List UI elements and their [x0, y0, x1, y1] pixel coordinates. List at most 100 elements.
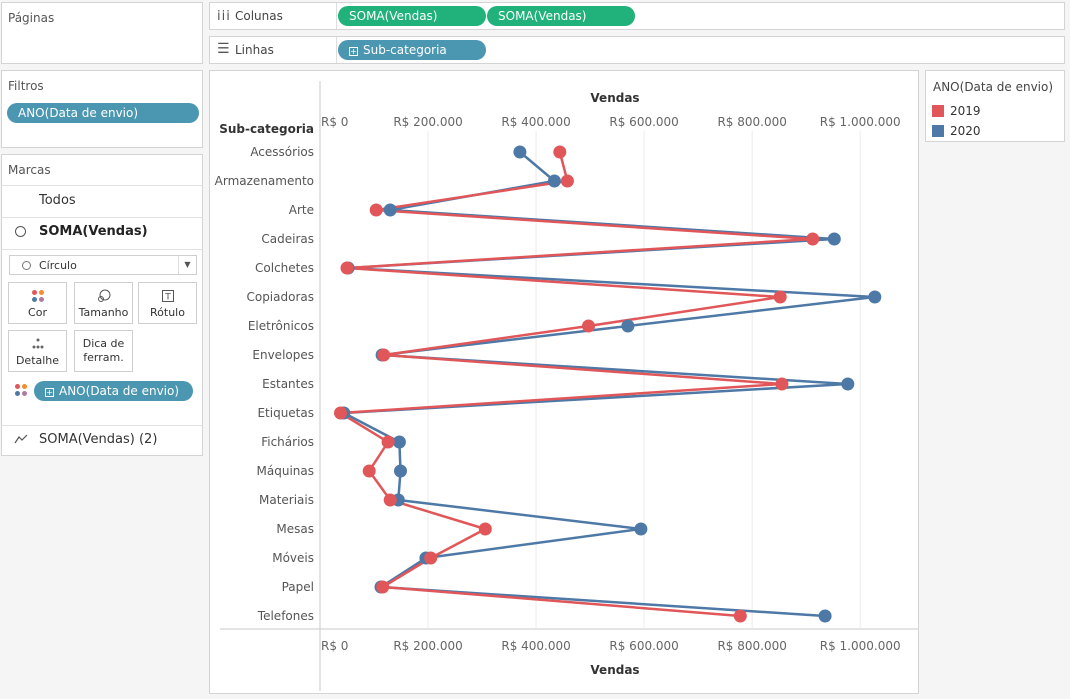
size-button[interactable]: Tamanho [74, 282, 133, 324]
divider [2, 425, 202, 426]
row-pill-label: Sub-categoria [363, 43, 447, 57]
legend-title: ANO(Data de envio) [933, 80, 1054, 94]
marks-card-soma-vendas[interactable]: SOMA(Vendas) [39, 224, 148, 239]
label-button[interactable]: T Rótulo [138, 282, 197, 324]
category-label: Papel [282, 580, 314, 594]
x-tick-label-top: R$ 600.000 [609, 115, 678, 129]
columns-shelf[interactable]: iii Colunas SOMA(Vendas) SOMA(Vendas) [209, 2, 1065, 30]
marks-panel: Marcas Todos SOMA(Vendas) Círculo ▼ Cor … [1, 154, 203, 456]
data-point-2019[interactable] [362, 464, 376, 478]
color-dots-icon [14, 383, 28, 400]
data-point-2019[interactable] [376, 580, 390, 594]
data-point-2020[interactable] [547, 174, 561, 188]
category-label: Telefones [257, 609, 314, 623]
data-point-2020[interactable] [827, 232, 841, 246]
marks-card-soma-vendas-2[interactable]: SOMA(Vendas) (2) [39, 432, 158, 447]
data-point-2020[interactable] [868, 290, 882, 304]
category-label: Máquinas [257, 464, 314, 478]
color-pill-ano[interactable]: + ANO(Data de envio) [34, 381, 193, 401]
x-tick-label-bottom: R$ 200.000 [393, 639, 462, 653]
category-label: Arte [289, 203, 314, 217]
category-label: Envelopes [252, 348, 314, 362]
chart-panel: R$ 0 R$ 0 R$ 200.000 R$ 200.000 R$ 400.000 R$… [209, 70, 919, 694]
x-tick-label-bottom: R$ 800.000 [717, 639, 786, 653]
data-point-2019[interactable] [381, 435, 395, 449]
pages-title: Páginas [8, 11, 55, 25]
data-point-2019[interactable] [582, 319, 595, 333]
size-button-label: Tamanho [78, 306, 129, 319]
columns-icon: iii [217, 9, 231, 24]
rows-shelf[interactable]: ☰ Linhas + Sub-categoria [209, 36, 1065, 64]
expand-icon: + [45, 388, 54, 397]
divider [2, 217, 202, 218]
category-label: Materiais [259, 493, 314, 507]
data-point-2020[interactable] [394, 464, 407, 478]
radio-icon [15, 226, 26, 237]
x-axis-title-bottom: Vendas [590, 663, 639, 677]
tooltip-button-label: Dica de ferram. [82, 337, 125, 364]
category-label: Cadeiras [261, 232, 314, 246]
color-button-label: Cor [28, 306, 47, 319]
legend-item-2019[interactable]: 2019 [930, 103, 1060, 121]
data-point-2019[interactable] [377, 348, 391, 362]
data-point-2019[interactable] [733, 609, 747, 623]
x-axis-title-top: Vendas [590, 91, 639, 105]
data-point-2019[interactable] [340, 261, 354, 275]
data-point-2019[interactable] [806, 232, 820, 246]
x-tick-label-top: R$ 800.000 [717, 115, 786, 129]
category-label: Acessórios [250, 145, 314, 159]
marks-title: Marcas [8, 163, 51, 177]
x-tick-label-bottom: R$ 0 [321, 639, 348, 653]
data-point-2020[interactable] [634, 522, 648, 536]
data-point-2020[interactable] [513, 145, 527, 159]
legend-item-2020[interactable]: 2020 [930, 123, 1060, 141]
data-point-2019[interactable] [369, 203, 383, 217]
filters-title: Filtros [8, 79, 44, 93]
mark-type-dropdown[interactable]: Círculo ▼ [9, 255, 197, 275]
detail-button-label: Detalhe [15, 354, 60, 367]
x-tick-label-bottom: R$ 1.000.000 [820, 639, 901, 653]
label-button-label: Rótulo [150, 306, 185, 319]
data-point-2020[interactable] [818, 609, 832, 623]
data-point-2020[interactable] [841, 377, 855, 391]
legend-label-2019: 2019 [950, 104, 981, 118]
data-point-2020[interactable] [621, 319, 635, 333]
column-pill-soma-vendas-2[interactable]: SOMA(Vendas) [487, 6, 635, 26]
x-tick-label-bottom: R$ 400.000 [501, 639, 570, 653]
tooltip-button[interactable]: Dica de ferram. [74, 330, 133, 372]
color-dots-icon [9, 289, 66, 303]
divider [2, 249, 202, 250]
data-point-2019[interactable] [553, 145, 567, 159]
data-point-2019[interactable] [424, 551, 438, 565]
data-point-2019[interactable] [560, 174, 574, 188]
category-label: Armazenamento [215, 174, 314, 188]
data-point-2020[interactable] [392, 435, 406, 449]
pages-panel: Páginas [1, 2, 203, 64]
data-point-2020[interactable] [383, 203, 397, 217]
data-point-2019[interactable] [383, 493, 397, 507]
chevron-down-icon: ▼ [178, 256, 196, 274]
data-point-2019[interactable] [478, 522, 492, 536]
color-button[interactable]: Cor [8, 282, 67, 324]
legend-swatch-2019 [932, 105, 944, 117]
filter-pill-ano[interactable]: ANO(Data de envio) [7, 103, 199, 123]
x-tick-label-top: R$ 200.000 [393, 115, 462, 129]
x-tick-label-bottom: R$ 600.000 [609, 639, 678, 653]
x-tick-label-top: R$ 0 [321, 115, 348, 129]
data-point-2019[interactable] [775, 377, 789, 391]
chart: R$ 0 R$ 0 R$ 200.000 R$ 200.000 R$ 400.000 R$… [215, 81, 918, 691]
column-pill-soma-vendas-1[interactable]: SOMA(Vendas) [338, 6, 486, 26]
row-pill-sub-categoria[interactable]: + Sub-categoria [338, 40, 486, 60]
color-pill-label: ANO(Data de envio) [59, 384, 180, 398]
data-point-2019[interactable] [773, 290, 787, 304]
category-label: Fichários [261, 435, 314, 449]
category-label: Estantes [262, 377, 314, 391]
detail-button[interactable]: Detalhe [8, 330, 67, 372]
line-mark-icon [14, 433, 28, 448]
category-label: Etiquetas [257, 406, 314, 420]
x-tick-label-top: R$ 400.000 [501, 115, 570, 129]
data-point-2019[interactable] [334, 406, 347, 420]
columns-label: Colunas [235, 9, 283, 23]
filters-panel: Filtros ANO(Data de envio) [1, 70, 203, 148]
marks-card-todos[interactable]: Todos [39, 193, 76, 208]
